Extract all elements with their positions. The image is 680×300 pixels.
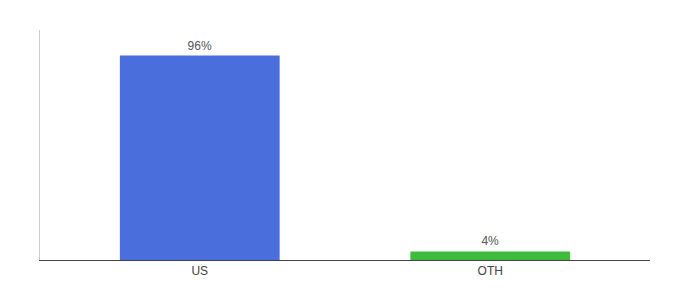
svg-text:96%: 96% [188, 39, 212, 53]
svg-text:US: US [191, 264, 208, 278]
svg-text:OTH: OTH [478, 264, 503, 278]
svg-text:4%: 4% [481, 234, 499, 248]
